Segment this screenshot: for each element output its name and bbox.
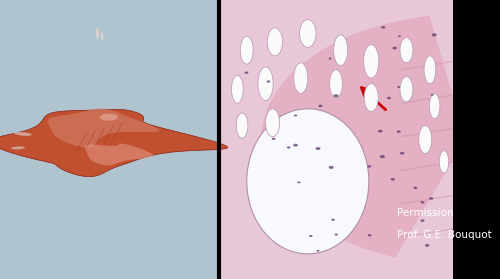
Circle shape (318, 105, 322, 107)
Ellipse shape (100, 114, 118, 121)
Ellipse shape (268, 28, 282, 56)
Circle shape (334, 234, 338, 236)
Circle shape (378, 130, 382, 133)
Ellipse shape (266, 109, 280, 137)
Polygon shape (84, 144, 154, 165)
Circle shape (294, 114, 298, 117)
Circle shape (425, 244, 430, 247)
Ellipse shape (334, 35, 347, 66)
Ellipse shape (236, 113, 248, 138)
Circle shape (429, 197, 433, 200)
Circle shape (400, 152, 404, 155)
Circle shape (298, 181, 300, 183)
Ellipse shape (440, 151, 448, 173)
Ellipse shape (400, 77, 413, 102)
Circle shape (398, 35, 401, 37)
Circle shape (244, 71, 248, 74)
Circle shape (431, 94, 434, 96)
Circle shape (381, 26, 386, 29)
Ellipse shape (419, 126, 432, 153)
Ellipse shape (12, 146, 25, 149)
Circle shape (334, 94, 338, 97)
Text: Permission: Permission (397, 208, 454, 218)
Bar (0, 0, 218, 279)
Ellipse shape (246, 109, 369, 254)
Circle shape (420, 201, 424, 203)
Text: Prof. G.E. Bouquot: Prof. G.E. Bouquot (397, 230, 492, 240)
Circle shape (316, 147, 320, 150)
Circle shape (397, 86, 400, 88)
Circle shape (293, 144, 298, 147)
Ellipse shape (424, 56, 436, 84)
Circle shape (390, 178, 395, 181)
Ellipse shape (364, 45, 379, 78)
Circle shape (432, 33, 437, 37)
Ellipse shape (258, 67, 273, 100)
Wedge shape (261, 16, 465, 258)
Circle shape (266, 80, 270, 83)
Ellipse shape (101, 32, 103, 40)
Ellipse shape (430, 93, 440, 119)
Circle shape (287, 146, 290, 149)
Ellipse shape (96, 28, 99, 39)
Circle shape (368, 165, 371, 168)
Bar (218, 0, 454, 279)
Circle shape (392, 47, 397, 49)
Circle shape (420, 219, 424, 222)
Ellipse shape (14, 132, 32, 136)
Circle shape (328, 166, 334, 169)
Ellipse shape (294, 63, 308, 93)
Circle shape (414, 187, 418, 189)
Circle shape (316, 250, 320, 252)
Ellipse shape (240, 36, 253, 64)
Ellipse shape (300, 20, 316, 47)
Circle shape (309, 235, 312, 237)
Circle shape (272, 138, 276, 140)
Ellipse shape (364, 84, 378, 112)
Circle shape (328, 58, 332, 59)
Ellipse shape (232, 75, 243, 103)
Polygon shape (48, 109, 160, 148)
Circle shape (380, 155, 385, 158)
Ellipse shape (400, 38, 413, 63)
Ellipse shape (330, 70, 342, 98)
Polygon shape (0, 109, 228, 177)
Circle shape (387, 97, 391, 99)
Circle shape (396, 130, 400, 133)
Circle shape (331, 219, 335, 221)
Circle shape (368, 234, 372, 236)
